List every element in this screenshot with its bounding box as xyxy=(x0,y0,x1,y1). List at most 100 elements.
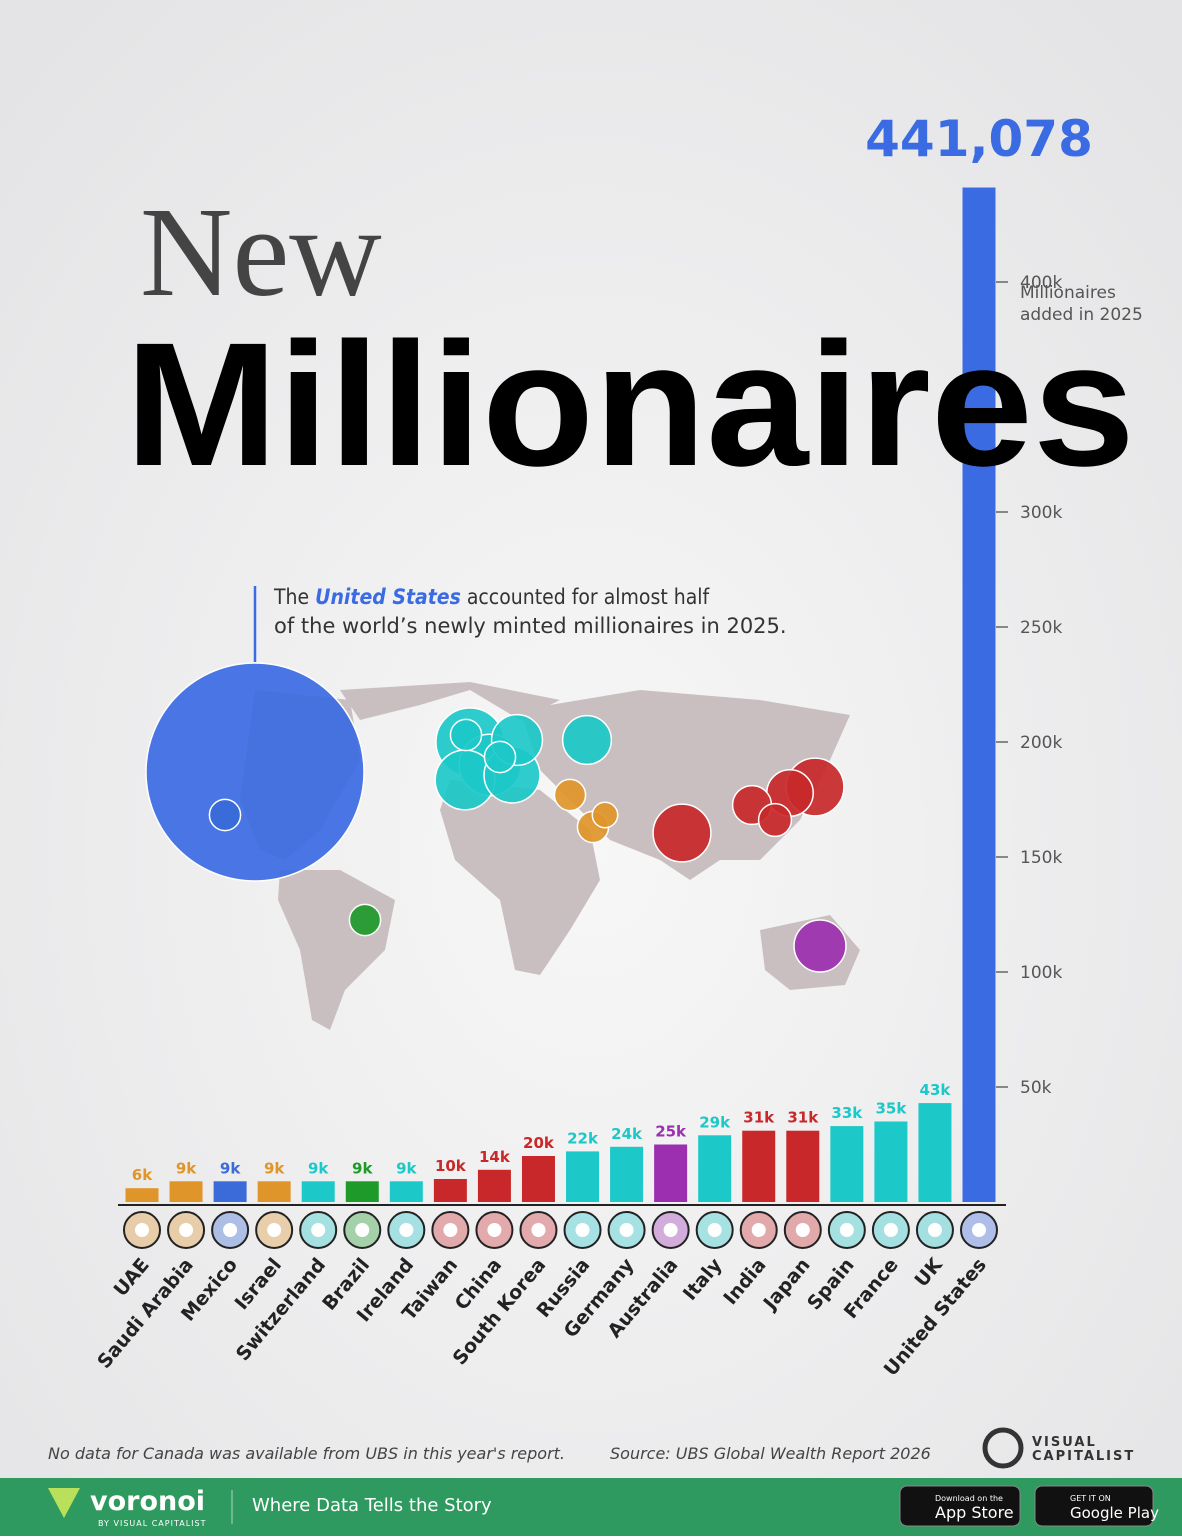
flag-center xyxy=(443,1223,458,1237)
y-tick-label: 250k xyxy=(1020,618,1062,638)
value-label: 20k xyxy=(523,1134,555,1152)
google-play-badge[interactable] xyxy=(1034,1485,1154,1527)
app-store-badge[interactable] xyxy=(899,1485,1021,1527)
map-bubble xyxy=(757,802,793,838)
flag-center xyxy=(839,1223,854,1237)
bar xyxy=(874,1121,908,1202)
badge-text: Google Play xyxy=(1070,1504,1159,1522)
bar xyxy=(830,1126,864,1202)
bar xyxy=(918,1103,952,1202)
flag-center xyxy=(531,1223,546,1237)
bar xyxy=(301,1181,335,1202)
badge-text: Download on the xyxy=(935,1494,1003,1503)
bar xyxy=(742,1130,776,1202)
publisher: VISUAL xyxy=(1032,1435,1097,1450)
tagline: Where Data Tells the Story xyxy=(252,1495,492,1516)
note: No data for Canada was available from UB… xyxy=(48,1444,565,1463)
map-bubble xyxy=(145,662,365,882)
chart-title: New xyxy=(140,181,382,323)
bar xyxy=(433,1179,467,1202)
map-bubble xyxy=(553,778,587,812)
flag-center xyxy=(663,1223,678,1237)
y-tick-label: 400k xyxy=(1020,273,1062,293)
y-tick-label: 50k xyxy=(1020,1078,1052,1098)
bar xyxy=(345,1181,379,1202)
value-label: 10k xyxy=(435,1157,467,1175)
value-label: 31k xyxy=(787,1109,819,1127)
flag-center xyxy=(135,1223,149,1237)
y-tick-label: 300k xyxy=(1020,503,1062,523)
map-bubble xyxy=(449,718,483,752)
flag-center xyxy=(223,1223,238,1237)
flag-center xyxy=(927,1223,942,1237)
map-bubble xyxy=(348,903,382,937)
publisher-logo xyxy=(982,1427,1024,1469)
value-label: 9k xyxy=(308,1159,329,1177)
annotation-text: of the world’s newly minted millionaires… xyxy=(274,614,787,638)
flag-center xyxy=(883,1223,898,1237)
flag-center xyxy=(267,1223,282,1237)
flag-center xyxy=(795,1223,810,1237)
value-label: 9k xyxy=(396,1159,417,1177)
map-bubble xyxy=(561,714,613,766)
source: Source: UBS Global Wealth Report 2026 xyxy=(610,1444,931,1463)
y-tick-label: 150k xyxy=(1020,848,1062,868)
value-label: 14k xyxy=(479,1148,511,1166)
annotation-text: accounted for almost half xyxy=(461,585,711,609)
y-tick-label: 100k xyxy=(1020,963,1062,983)
map-bubble xyxy=(483,740,517,774)
value-label-highlight: 441,078 xyxy=(865,110,1093,168)
value-label: 29k xyxy=(699,1113,731,1131)
bar xyxy=(125,1188,159,1202)
value-label: 9k xyxy=(220,1159,241,1177)
chart-title: Millionaires xyxy=(125,307,1135,503)
flag-center xyxy=(751,1223,766,1237)
platform: voronoi xyxy=(90,1486,205,1517)
flag-center xyxy=(619,1223,634,1237)
bar xyxy=(169,1181,203,1202)
flag-center xyxy=(179,1223,194,1237)
map-bubble xyxy=(591,801,619,829)
land xyxy=(440,780,600,975)
world-map xyxy=(145,662,860,1030)
flag-center xyxy=(575,1223,590,1237)
value-label: 43k xyxy=(920,1081,952,1099)
bar xyxy=(213,1181,247,1202)
value-label: 22k xyxy=(567,1129,599,1147)
value-label: 31k xyxy=(743,1109,775,1127)
flag-center xyxy=(487,1223,502,1237)
value-label: 9k xyxy=(176,1159,197,1177)
value-label: 9k xyxy=(264,1159,285,1177)
publisher: CAPITALIST xyxy=(1032,1449,1135,1464)
bar xyxy=(257,1181,291,1202)
map-bubble xyxy=(793,919,847,973)
map-bubble xyxy=(652,803,712,863)
bar xyxy=(389,1181,423,1202)
value-label: 6k xyxy=(132,1166,153,1184)
flag-center xyxy=(972,1223,986,1237)
bar xyxy=(698,1135,732,1202)
bar xyxy=(521,1156,555,1202)
platform-by: BY VISUAL CAPITALIST xyxy=(98,1519,206,1528)
map-bubble xyxy=(208,798,242,832)
platform-logo xyxy=(48,1488,80,1518)
value-label: 33k xyxy=(831,1104,863,1122)
bar xyxy=(786,1130,820,1202)
y-axis-label: added in 2025 xyxy=(1020,305,1143,325)
value-label: 25k xyxy=(655,1123,687,1141)
bar xyxy=(610,1146,644,1202)
value-label: 9k xyxy=(352,1159,373,1177)
value-label: 24k xyxy=(611,1125,643,1143)
y-axis-label: Millionaires xyxy=(1020,283,1116,303)
annotation-text: The xyxy=(273,585,315,609)
flag-center xyxy=(311,1223,326,1237)
bar xyxy=(654,1144,688,1202)
badge-text: App Store xyxy=(935,1503,1014,1522)
bar xyxy=(566,1151,600,1202)
bar xyxy=(962,187,996,1202)
flag-center xyxy=(355,1223,370,1237)
bar xyxy=(477,1169,511,1202)
land xyxy=(340,682,560,720)
flag-center xyxy=(707,1223,722,1237)
